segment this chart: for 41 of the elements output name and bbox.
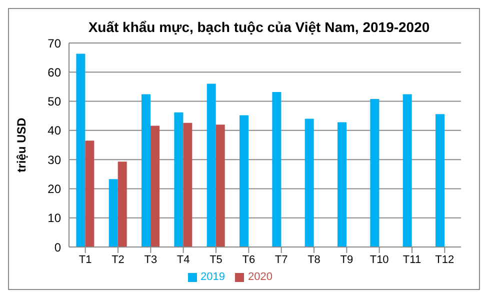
bar bbox=[402, 94, 412, 247]
y-tick-label: 0 bbox=[54, 240, 62, 254]
y-axis-title: triệu USD bbox=[14, 117, 28, 172]
y-tick-label: 10 bbox=[48, 211, 62, 226]
y-tick-label: 60 bbox=[48, 65, 62, 80]
legend-label: 2020 bbox=[248, 271, 272, 283]
x-tick-label: T2 bbox=[112, 254, 124, 266]
y-tick-label: 20 bbox=[48, 182, 62, 196]
x-tick-label: T3 bbox=[144, 254, 158, 266]
x-tick-label: T11 bbox=[402, 254, 422, 266]
x-tick-label: T8 bbox=[308, 254, 320, 266]
x-tick-label: T6 bbox=[242, 254, 256, 266]
bar bbox=[76, 54, 86, 247]
bar bbox=[436, 114, 445, 247]
bar bbox=[85, 140, 94, 247]
bar bbox=[174, 112, 184, 247]
x-tick-label: T5 bbox=[210, 254, 222, 266]
x-tick-label: T7 bbox=[274, 254, 288, 266]
y-tick-label: 40 bbox=[48, 124, 62, 138]
bar bbox=[304, 118, 314, 247]
bar bbox=[118, 162, 127, 247]
y-tick-label: 50 bbox=[48, 94, 62, 109]
x-tick-label: T1 bbox=[78, 254, 92, 266]
x-tick-label: T12 bbox=[435, 254, 454, 266]
x-tick-label: T10 bbox=[370, 254, 389, 266]
bar bbox=[183, 122, 192, 247]
bar bbox=[370, 98, 380, 247]
bar bbox=[216, 124, 225, 247]
bar bbox=[240, 115, 249, 247]
bar bbox=[338, 122, 347, 247]
x-tick-label: T4 bbox=[176, 254, 190, 266]
x-tick-label: T9 bbox=[340, 254, 354, 266]
bar bbox=[272, 92, 282, 247]
chart-title: Xuất khẩu mực, bạch tuộc của Việt Nam, 2019-2020 bbox=[87, 19, 431, 35]
bar bbox=[108, 179, 118, 247]
legend-label: 2019 bbox=[200, 271, 225, 283]
y-tick-label: 70 bbox=[48, 36, 62, 50]
y-tick-label: 30 bbox=[48, 152, 62, 167]
bar bbox=[150, 126, 160, 247]
bar bbox=[206, 84, 216, 247]
bar bbox=[142, 94, 151, 247]
